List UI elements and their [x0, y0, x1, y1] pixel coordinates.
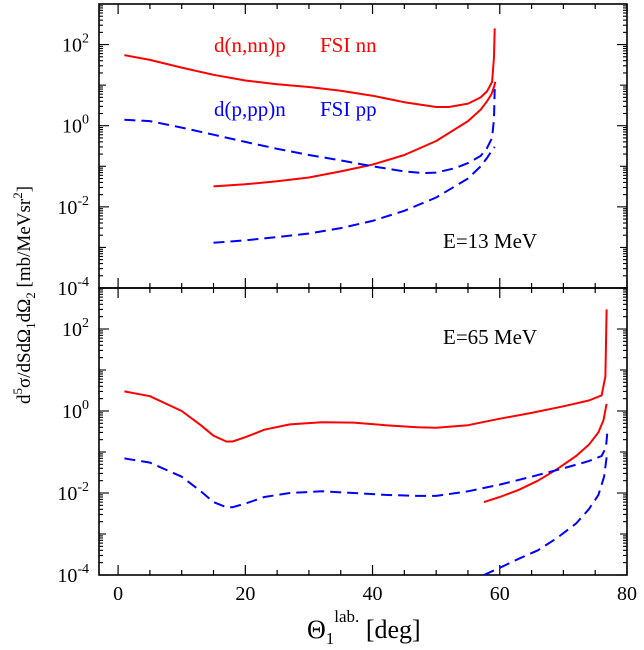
legend-entry-0: d(n,nn)p: [214, 33, 286, 57]
x-tick-label: 0: [113, 583, 123, 605]
top-energy-label: E=13 MeV: [443, 229, 537, 253]
bottom-series-1-line: [483, 403, 608, 504]
bottom-series-2-line: [124, 432, 609, 509]
top-series-1-line: [213, 81, 497, 188]
x-tick-labels: 0 20 40 60 80: [113, 583, 637, 605]
top-y-tick-label: 10-4: [57, 275, 89, 300]
bottom-y-tick-label: 10-2: [57, 480, 89, 505]
top-y-tick-label: 102: [62, 32, 89, 57]
top-panel: 10-4 10-2 100 102 E=13 MeV: [57, 3, 628, 300]
bottom-energy-label: E=65 MeV: [443, 325, 537, 349]
legend-entry-1: FSI nn: [320, 33, 377, 57]
top-series-0-line: [124, 28, 496, 108]
bottom-series-0-line: [124, 309, 608, 443]
bottom-y-tick-label: 100: [62, 398, 89, 423]
top-series-2-line: [124, 89, 496, 175]
bottom-y-tick-label: 10-4: [57, 562, 89, 587]
top-y-tick-label: 100: [62, 113, 89, 138]
bottom-plot-frame: [98, 287, 628, 576]
legend-entry-2: d(p,pp)n: [214, 97, 286, 121]
bottom-series-3-line: [483, 451, 609, 576]
legend-entry-3: FSI pp: [320, 97, 377, 121]
x-axis-label: Θ1lab. [deg]: [307, 607, 421, 648]
top-y-tick-label: 10-2: [57, 194, 89, 219]
x-tick-label: 40: [363, 583, 383, 605]
y-axis-label: d5σ/dSdΩ1dΩ2 [mb/MeVsr2]: [10, 186, 38, 404]
bottom-panel: 10-4 10-2 100 102 E=65 MeV: [57, 287, 628, 587]
legend: d(n,nn)p FSI nn d(p,pp)n FSI pp: [214, 33, 377, 121]
bottom-y-tick-label: 102: [62, 316, 89, 341]
x-tick-label: 80: [617, 583, 637, 605]
x-tick-label: 20: [235, 583, 255, 605]
x-tick-label: 60: [490, 583, 510, 605]
top-series-3-line: [213, 146, 496, 244]
